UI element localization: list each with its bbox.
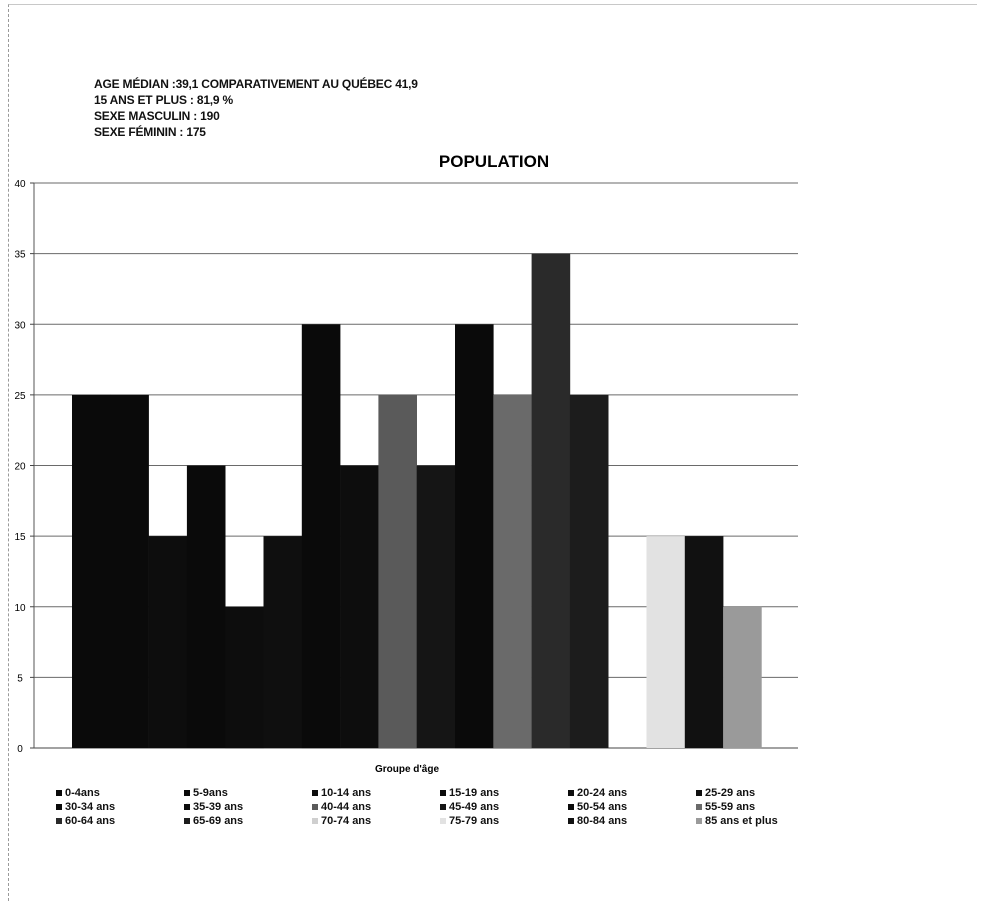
bar-45-49-ans [416,465,456,748]
bar-85-ans-et-plus [723,606,762,749]
legend-swatch [312,804,318,810]
legend-swatch [440,790,446,796]
legend-label: 35-39 ans [193,801,244,813]
legend-item: 25-29 ans [696,786,824,800]
legend-swatch [440,818,446,824]
legend-row: 30-34 ans 35-39 ans 40-44 ans 45-49 ans 50-5… [56,800,826,814]
y-tick-label: 30 [14,320,26,331]
legend-item: 70-74 ans [312,814,440,828]
bar-80-84-ans [684,536,724,748]
legend-item: 40-44 ans [312,800,440,814]
legend-item: 50-54 ans [568,800,696,814]
legend-item: 55-59 ans [696,800,824,814]
y-tick-label: 20 [14,462,26,473]
bar-65-69-ans [569,394,609,748]
bar-75-79-ans [646,536,686,748]
y-tick-label: 40 [14,179,26,190]
legend-swatch [184,790,190,796]
legend: 0-4ans 5-9ans 10-14 ans 15-19 ans 20-24 ans 2… [56,786,826,828]
y-tick-label: 5 [17,673,23,684]
legend-swatch [568,804,574,810]
legend-swatch [312,790,318,796]
y-tick-label: 35 [14,250,26,261]
legend-item: 5-9ans [184,786,312,800]
legend-label: 45-49 ans [449,801,500,813]
legend-swatch [696,790,702,796]
legend-swatch [184,804,190,810]
bar-5-9ans [110,394,149,748]
bar-25-29-ans [263,536,303,748]
info-male: SEXE MASCULIN : 190 [94,109,220,123]
legend-swatch [696,818,702,824]
legend-item: 80-84 ans [568,814,696,828]
bar-35-39-ans [340,465,379,748]
legend-item: 0-4ans [56,786,184,800]
legend-item: 60-64 ans [56,814,184,828]
x-axis-label: Groupe d'âge [375,764,439,775]
legend-swatch [568,790,574,796]
legend-item: 20-24 ans [568,786,696,800]
legend-item: 10-14 ans [312,786,440,800]
legend-swatch [56,804,62,810]
legend-label: 80-84 ans [577,815,628,827]
info-female: SEXE FÉMININ : 175 [94,125,206,139]
bar-0-4ans [72,394,111,748]
legend-label: 40-44 ans [321,801,372,813]
legend-label: 50-54 ans [577,801,628,813]
bar-10-14-ans [148,536,188,748]
legend-label: 65-69 ans [193,815,244,827]
legend-item: 15-19 ans [440,786,568,800]
legend-label: 70-74 ans [321,815,372,827]
bars [72,253,762,749]
y-tick-label: 0 [17,744,23,755]
info-15-plus: 15 ANS ET PLUS : 81,9 % [94,93,234,107]
info-block: AGE MÉDIAN :39,1 COMPARATIVEMENT AU QUÉB… [94,76,418,140]
legend-row: 60-64 ans 65-69 ans 70-74 ans 75-79 ans 80-8… [56,814,826,828]
legend-label: 0-4ans [65,787,100,799]
y-tick-label: 25 [14,391,26,402]
legend-item: 65-69 ans [184,814,312,828]
legend-item: 75-79 ans [440,814,568,828]
y-tick-label: 15 [14,532,26,543]
legend-label: 20-24 ans [577,787,628,799]
legend-swatch [696,804,702,810]
legend-row: 0-4ans 5-9ans 10-14 ans 15-19 ans 20-24 ans 2… [56,786,826,800]
legend-label: 60-64 ans [65,815,116,827]
bar-40-44-ans [378,394,417,748]
legend-swatch [56,790,62,796]
legend-swatch [312,818,318,824]
y-axis: 0 5 10 15 20 25 30 35 40 [14,179,35,755]
legend-item: 85 ans et plus [696,814,824,828]
legend-label: 85 ans et plus [705,815,778,827]
y-tick-label: 10 [14,603,26,614]
legend-label: 25-29 ans [705,787,756,799]
legend-swatch [568,818,574,824]
legend-label: 5-9ans [193,787,228,799]
legend-item: 45-49 ans [440,800,568,814]
legend-label: 30-34 ans [65,801,116,813]
legend-label: 15-19 ans [449,787,500,799]
legend-label: 55-59 ans [705,801,756,813]
legend-swatch [440,804,446,810]
bar-20-24-ans [225,606,264,749]
info-median-age: AGE MÉDIAN :39,1 COMPARATIVEMENT AU QUÉB… [94,77,418,91]
legend-swatch [184,818,190,824]
legend-label: 10-14 ans [321,787,372,799]
chart-frame [8,4,977,901]
bar-55-59-ans [493,394,532,748]
legend-item: 30-34 ans [56,800,184,814]
bar-15-19-ans [186,465,226,748]
legend-swatch [56,818,62,824]
bar-30-34-ans [301,324,341,749]
bar-50-54-ans [455,324,494,749]
chart-title: POPULATION [439,152,549,171]
bar-60-64-ans [531,253,571,748]
legend-item: 35-39 ans [184,800,312,814]
legend-label: 75-79 ans [449,815,500,827]
